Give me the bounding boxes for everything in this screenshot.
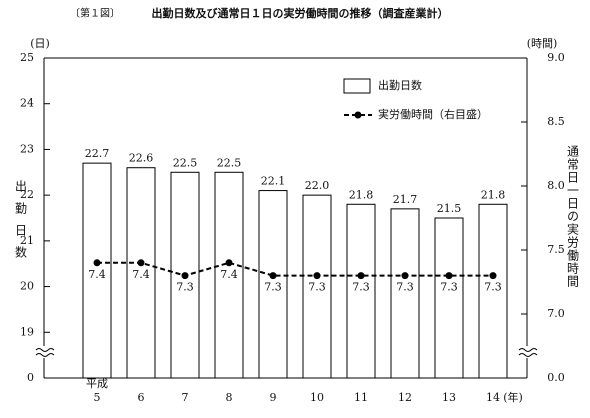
line-point — [313, 272, 321, 280]
line-value-label: 7.3 — [440, 281, 458, 294]
line-value-label: 7.3 — [396, 281, 414, 294]
y2-tick-label: 8.0 — [547, 179, 565, 192]
x-era-label: 平成 — [86, 377, 108, 390]
bar — [82, 162, 112, 379]
bar — [434, 217, 464, 379]
x-tick-label: 7 — [182, 391, 189, 404]
x-tick-label: 14 — [486, 391, 500, 404]
y2-tick-label: 7.0 — [547, 307, 565, 320]
line-point — [357, 272, 365, 280]
legend-label: 出勤日数 — [378, 78, 422, 92]
line-point — [269, 272, 277, 280]
y-tick-label: 19 — [20, 325, 34, 338]
bar-value-label: 22.7 — [85, 147, 110, 160]
y2-tick-label: 7.5 — [547, 243, 565, 256]
bar — [258, 190, 288, 379]
bar — [126, 167, 156, 379]
line-point — [181, 272, 189, 280]
line-value-label: 7.3 — [484, 281, 502, 294]
x-tick-label: 11 — [354, 391, 368, 404]
y-tick-label: 20 — [20, 280, 34, 293]
line-point — [401, 272, 409, 280]
x-tick-label: 12 — [398, 391, 412, 404]
bar — [390, 208, 420, 379]
x-tick-label: 10 — [310, 391, 324, 404]
bar-value-label: 22.5 — [173, 156, 198, 169]
bar — [302, 194, 332, 379]
x-tick-label: 9 — [270, 391, 277, 404]
bar-value-label: 21.8 — [349, 188, 374, 201]
y-tick-label: 23 — [20, 142, 34, 155]
line-point — [489, 272, 497, 280]
y-tick-label: 21 — [20, 234, 34, 247]
line-value-label: 7.4 — [220, 268, 238, 281]
line-value-label: 7.3 — [308, 281, 326, 294]
legend-swatch — [354, 111, 362, 119]
chart-title: 出勤日数及び通常日１日の実労働時間の推移（調査産業計） — [152, 6, 449, 20]
y-unit: (日) — [30, 37, 50, 50]
line-value-label: 7.3 — [176, 281, 194, 294]
bar — [346, 203, 376, 379]
y2-tick-label: 0.0 — [547, 371, 565, 384]
line-value-label: 7.4 — [88, 268, 106, 281]
line — [97, 261, 493, 277]
y2-tick-label: 8.5 — [547, 115, 565, 128]
line-value-label: 7.3 — [264, 281, 282, 294]
bar-value-label: 21.5 — [437, 202, 462, 215]
axis-break — [518, 348, 538, 357]
figure-label: 〔第１図〕 — [70, 7, 120, 20]
y2-axis-title: 通常日一日の実労働時間 — [566, 145, 580, 288]
line-point — [93, 259, 101, 267]
y-tick-label: 24 — [20, 97, 34, 110]
x-tick-label: 6 — [138, 391, 145, 404]
x-tick-label: 5 — [94, 391, 101, 404]
y2-tick-label: 9.0 — [547, 51, 565, 64]
y-tick-label: 25 — [20, 51, 34, 64]
y-tick-label: 22 — [20, 188, 34, 201]
bar-value-label: 21.8 — [481, 188, 506, 201]
x-tick-label: 8 — [226, 391, 233, 404]
y-axis-title: 出勤日数 — [14, 180, 28, 268]
line-point — [445, 272, 453, 280]
bar — [214, 171, 244, 379]
y-tick-label: 0 — [27, 371, 34, 384]
legend-label: 実労働時間（右目盛） — [378, 107, 488, 121]
x-unit: (年) — [503, 390, 523, 404]
bar-value-label: 21.7 — [393, 193, 418, 206]
bar-value-label: 22.6 — [129, 152, 154, 165]
x-tick-label: 13 — [442, 391, 456, 404]
y2-unit: (時間) — [527, 37, 558, 50]
bar-value-label: 22.5 — [217, 156, 242, 169]
line-point — [225, 259, 233, 267]
line-value-label: 7.3 — [352, 281, 370, 294]
bar — [478, 203, 508, 379]
bar-value-label: 22.1 — [261, 175, 286, 188]
line-point — [137, 259, 145, 267]
legend-swatch — [343, 78, 371, 94]
line-value-label: 7.4 — [132, 268, 150, 281]
bar-value-label: 22.0 — [305, 179, 330, 192]
axis-break — [35, 348, 55, 357]
